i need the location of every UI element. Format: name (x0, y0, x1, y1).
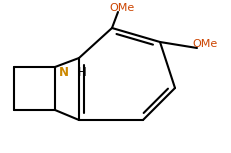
Text: OMe: OMe (192, 39, 218, 49)
Text: H: H (78, 65, 86, 78)
Text: N: N (59, 65, 69, 78)
Text: OMe: OMe (109, 3, 135, 13)
